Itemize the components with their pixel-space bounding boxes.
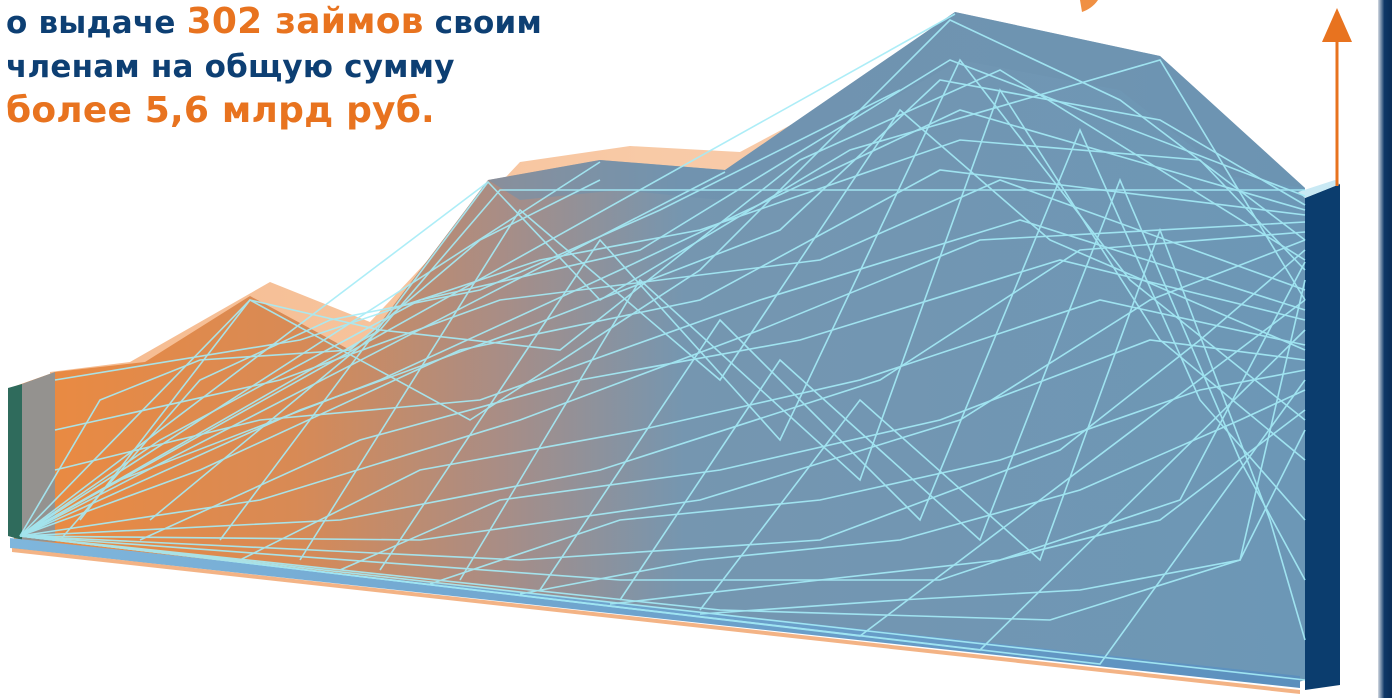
right-pillar-top xyxy=(1298,180,1340,198)
arrow-up-icon xyxy=(1322,8,1352,42)
right-pillar-front xyxy=(1305,184,1340,690)
headline-line-1-suffix: своим xyxy=(423,5,543,41)
wireframe-lines xyxy=(19,13,1306,681)
headline-line-1-prefix: о выдаче xyxy=(6,5,187,41)
headline-text-block: о выдаче 302 займов своим членам на общу… xyxy=(6,0,646,133)
upper-ridge-shade xyxy=(488,12,1305,200)
floor-edge-orange xyxy=(12,548,1300,694)
headline-line-2: членам на общую сумму xyxy=(6,49,455,85)
loans-count-highlight: 302 займов xyxy=(186,1,424,42)
left-face-inner xyxy=(22,372,55,542)
swoosh-fragment xyxy=(1080,0,1098,12)
headline-line-1: о выдаче 302 займов своим xyxy=(6,0,646,45)
left-face xyxy=(8,384,22,540)
total-amount-highlight: более 5,6 млрд руб. xyxy=(6,90,435,131)
right-edge-bar xyxy=(1378,0,1392,698)
